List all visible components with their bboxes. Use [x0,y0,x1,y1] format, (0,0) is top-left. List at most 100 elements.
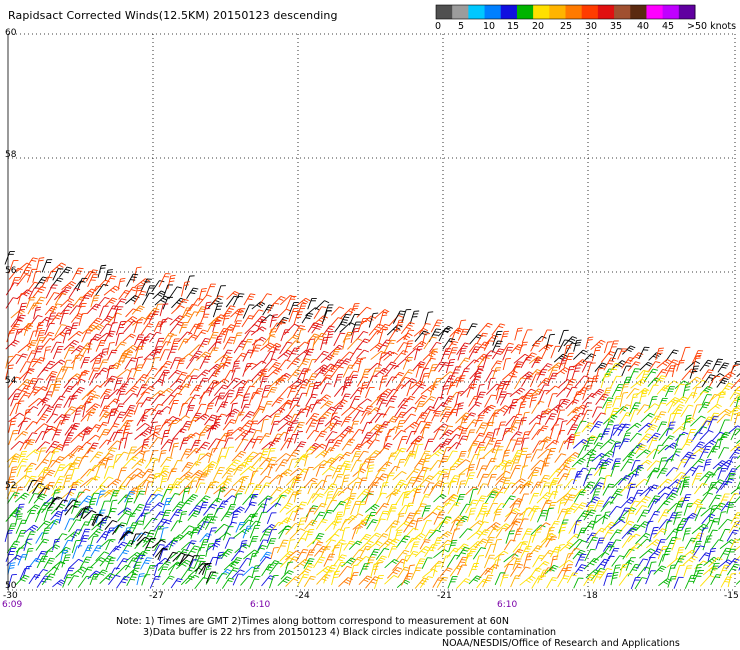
wind-barb [16,289,33,300]
wind-barb [144,367,158,379]
wind-barb [186,287,199,299]
wind-barb [222,305,236,318]
wind-barb [514,327,523,341]
wind-barb [211,295,224,306]
wind-barb [619,383,630,397]
wind-barbs-layer [4,251,740,590]
wind-barb [78,312,88,326]
legend-swatch [662,5,680,19]
wind-barb [162,284,173,298]
wind-barb [27,358,38,370]
wind-barb [104,527,115,541]
wind-barb [333,385,348,397]
wind-barb [385,395,398,407]
wind-barb [576,510,590,522]
wind-barb [50,503,66,515]
wind-barb [51,429,62,441]
wind-barb [476,446,486,460]
wind-barb [604,401,613,415]
wind-barb [387,566,403,579]
wind-barb [585,336,594,350]
wind-barb [496,391,507,404]
wind-barb [125,474,139,487]
wind-barb [259,482,272,495]
wind-barb [374,518,386,532]
legend-tick: 5 [458,21,465,32]
wind-barb [243,438,257,452]
legend-tick: 0 [435,21,442,32]
wind-barb [374,575,384,590]
wind-barb [509,563,524,577]
wind-barb [50,312,64,325]
wind-barb [312,315,328,326]
wind-barb [133,364,144,378]
wind-barb [573,577,584,589]
wind-barb [259,432,272,444]
wind-barb [280,329,290,342]
wind-barb [216,285,226,298]
wind-barb [681,368,697,381]
wind-barb [403,329,415,341]
wind-barb [159,318,168,332]
wind-barb [212,302,223,318]
wind-barb [422,568,438,579]
wind-barb [509,431,523,441]
wind-barb [548,520,560,532]
wind-barb [64,531,80,541]
wind-barb [635,449,651,459]
wind-barb [223,369,236,381]
wind-barb [599,450,615,460]
wind-barb [466,507,477,522]
wind-barb [277,349,293,360]
wind-barb [692,404,702,418]
wind-barb [99,305,109,318]
wind-barb [306,538,321,548]
wind-barb [24,475,37,487]
wind-barb [27,386,41,399]
wind-barb [438,327,451,342]
wind-barb [259,551,272,562]
wind-barb [676,359,685,372]
wind-barb [24,462,37,472]
wind-barb [475,457,486,471]
wind-barb [28,493,40,504]
wind-barb [231,450,247,462]
wind-barb [113,298,127,310]
lat-label: 56 [5,266,17,276]
wind-barb [288,308,299,323]
wind-barb [324,483,337,495]
wind-barb [242,363,253,377]
wind-barb [499,574,509,587]
wind-barb [691,350,704,364]
wind-barb [25,432,38,443]
wind-barb [207,395,222,407]
wind-barb [81,329,93,343]
wind-barb [675,458,688,472]
wind-barb [734,429,740,436]
wind-barb [433,494,447,503]
wind-barb [493,550,509,560]
wind-barb [580,481,596,494]
wind-barb [694,482,708,495]
wind-barb [234,485,246,497]
wind-barb [428,484,441,497]
wind-barb [141,438,150,453]
wind-barb [491,428,501,442]
wind-barb [46,413,59,424]
wind-barb [249,575,261,589]
wind-barb [315,518,328,530]
wind-barb [163,539,178,550]
wind-barb [28,287,40,300]
wind-barb [330,490,345,504]
legend-swatch [468,5,486,19]
wind-barb [19,266,32,281]
wind-barb [23,408,32,423]
wind-barb [511,484,526,495]
wind-barb [658,554,669,567]
wind-barb [259,457,273,468]
wind-barb [17,302,27,319]
wind-barb [520,545,532,558]
wind-barb [719,371,735,382]
wind-barb [277,576,292,587]
wind-barb [232,476,248,487]
